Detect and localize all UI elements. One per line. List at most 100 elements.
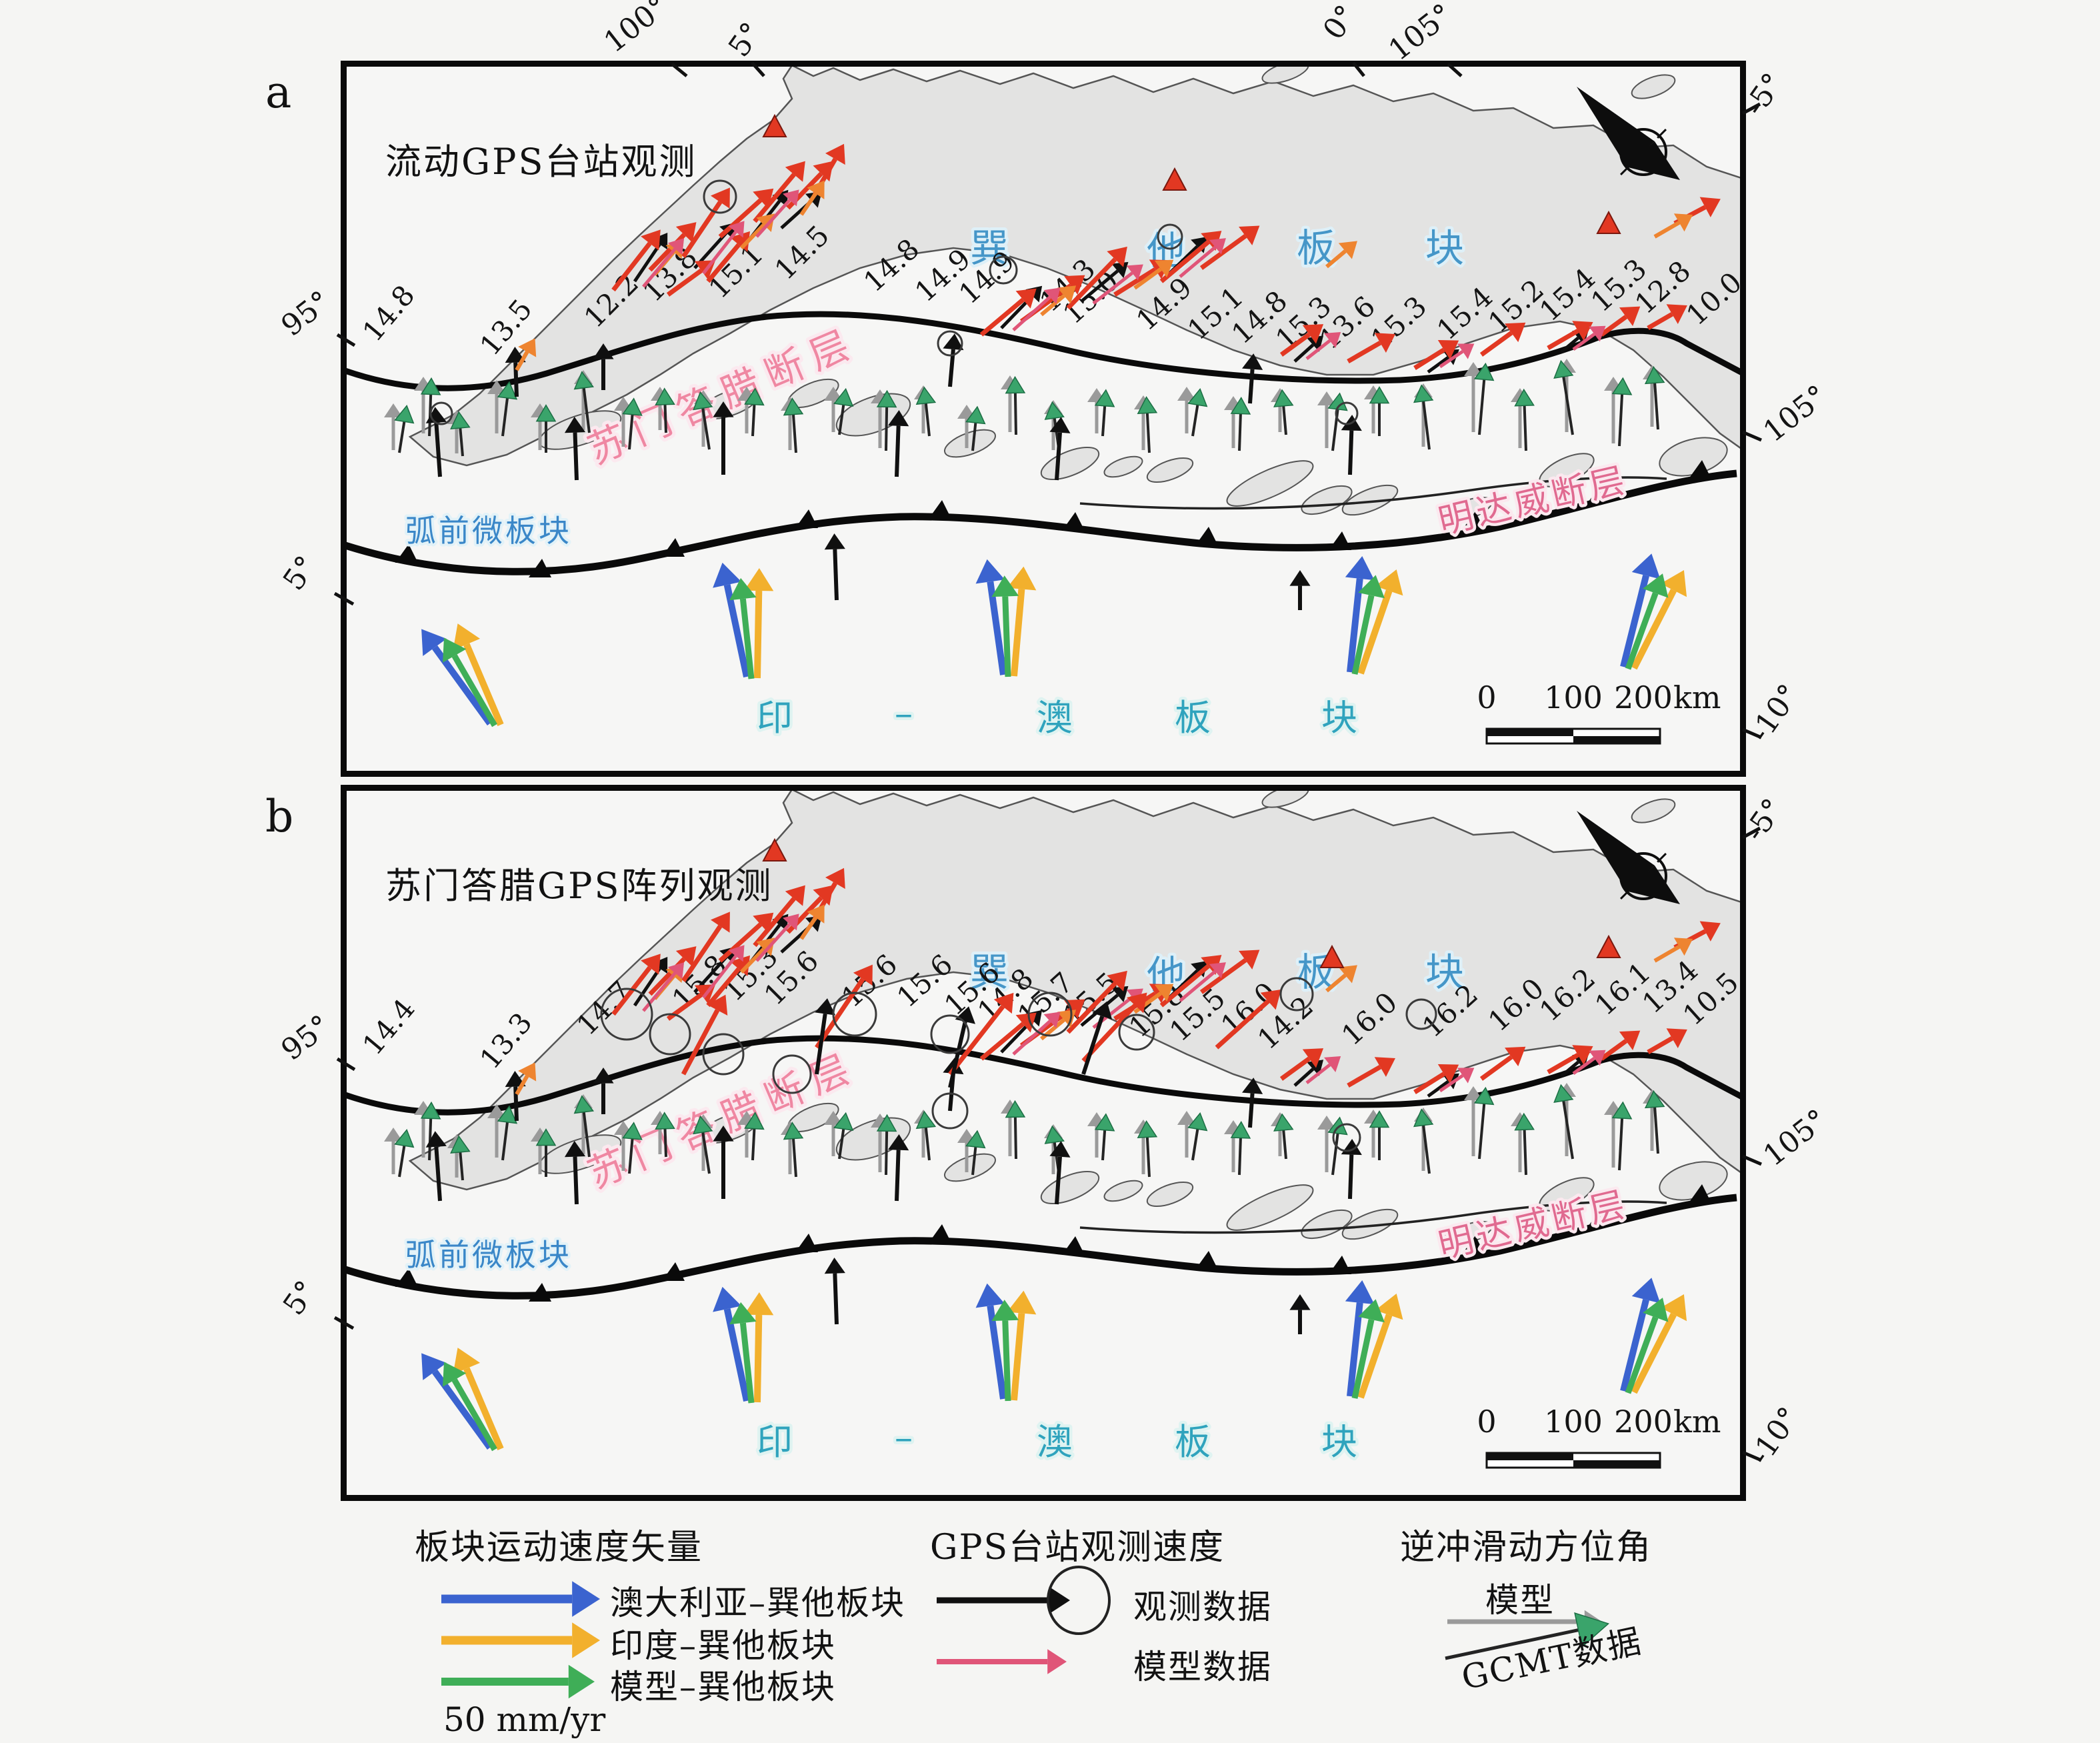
arrow-head <box>1049 1586 1070 1614</box>
arrow-head <box>384 1128 403 1142</box>
gcmt-arrow-shaft <box>1238 413 1242 451</box>
trench-tooth <box>395 1268 418 1287</box>
arrow-shaft <box>1055 1156 1062 1205</box>
arrow-head <box>1464 1086 1483 1100</box>
arrow-head <box>1464 362 1483 376</box>
arrow-head <box>991 1300 1019 1322</box>
volcano-icon <box>1596 210 1621 234</box>
gcmt-arrow-head <box>693 391 713 411</box>
axis-label: 5° <box>722 17 769 63</box>
arrow-head <box>421 1353 447 1380</box>
gcmt-arrow-head <box>1273 389 1294 407</box>
arrow-head <box>425 407 447 423</box>
arrow-shaft <box>718 198 763 239</box>
gcmt-arrow-shaft <box>701 407 711 450</box>
gcmt-arrow-head <box>876 389 897 408</box>
gcmt-arrow-shaft <box>1653 1107 1659 1154</box>
axis-label: 95° <box>275 1008 337 1067</box>
arrow-shaft <box>1647 312 1673 331</box>
arrow-head <box>1505 322 1526 343</box>
arrow-shaft <box>1279 332 1311 357</box>
gcmt-arrow-head <box>1094 1113 1115 1132</box>
axis-tick <box>751 61 765 77</box>
axis-tick <box>1352 61 1365 77</box>
forearc-island <box>1301 1209 1353 1240</box>
error-ellipse <box>702 1033 745 1076</box>
arrow-head <box>651 233 668 250</box>
gcmt-arrow-head <box>1005 375 1026 394</box>
gcmt-arrow-head <box>1005 1100 1026 1118</box>
arrow-head <box>807 180 825 199</box>
arrow-head <box>593 343 614 359</box>
gcmt-arrow-shaft <box>663 1128 667 1158</box>
arrow-shaft <box>739 1322 755 1404</box>
trench-tooth <box>529 1283 551 1302</box>
trench-tooth <box>1689 1184 1711 1203</box>
arrow-shaft <box>739 598 755 679</box>
arrow-head <box>1043 287 1061 304</box>
arrow-head <box>993 992 1014 1014</box>
gcmt-arrow-shaft <box>1422 401 1431 450</box>
gcmt-arrow-shaft <box>428 1118 433 1161</box>
arrow-head <box>1209 962 1226 979</box>
gcmt-arrow-shaft <box>628 1138 634 1174</box>
arrow-shaft <box>451 654 497 727</box>
forearc-island <box>1631 74 1676 99</box>
arrow-head <box>564 1141 586 1158</box>
arrow-shaft <box>463 643 504 726</box>
trench-tooth <box>662 538 685 557</box>
gcmt-arrow-head <box>1230 397 1251 415</box>
forearc-microplate-label: 弧前微板块 <box>405 513 572 549</box>
arrow-head <box>1154 984 1174 1002</box>
arrow-head <box>1375 1293 1403 1320</box>
arrow-shaft <box>611 966 652 1016</box>
trench-tooth <box>1329 531 1351 550</box>
arrow-shaft <box>573 1156 579 1205</box>
arrow-head <box>1589 1050 1606 1066</box>
arrow-head <box>518 1062 537 1082</box>
axis-tick <box>1447 63 1463 77</box>
arrow-shaft <box>1572 1057 1596 1076</box>
scalebar-unit: km <box>1673 1404 1721 1440</box>
arrow-shaft <box>1215 999 1270 1050</box>
arrow-head <box>1107 246 1127 267</box>
gcmt-arrow-shaft <box>1101 1130 1107 1161</box>
arrow-shaft <box>1547 329 1579 351</box>
scalebar-200: 200 <box>1614 1404 1673 1440</box>
arrow-head <box>421 629 447 656</box>
arrow-shaft <box>1325 974 1347 993</box>
arrow-head <box>641 229 661 251</box>
arrow-shaft <box>1133 267 1162 290</box>
arrow-head <box>728 221 745 238</box>
arrow-head <box>667 238 685 255</box>
arrow-shaft <box>987 1305 1007 1400</box>
arrow-head <box>505 347 526 363</box>
arrow-shaft <box>1560 336 1579 353</box>
legend-error-ellipse <box>1047 1566 1111 1635</box>
error-ellipse <box>1279 977 1314 1012</box>
error-ellipse <box>931 1092 969 1130</box>
arrow-shaft <box>815 1014 827 1075</box>
arrow-head <box>1437 339 1459 360</box>
gcmt-arrow-head <box>833 387 854 407</box>
arrow-head <box>785 885 805 906</box>
arrow-head <box>707 994 728 1016</box>
gcmt-arrow-head <box>1187 388 1208 407</box>
arrow-head <box>1015 1012 1037 1033</box>
arrow-head <box>1177 1111 1196 1125</box>
error-ellipse <box>1335 401 1359 425</box>
gcmt-arrow-head <box>1644 365 1665 385</box>
arrow-head <box>1345 1280 1375 1305</box>
arrow-shaft <box>754 1314 763 1403</box>
arrow-shaft <box>681 925 723 982</box>
gcmt-arrow-shaft <box>751 1128 756 1161</box>
arrow-head <box>1177 387 1196 401</box>
gcmt-arrow-shaft <box>885 1131 889 1176</box>
trench-tooth <box>795 1234 818 1252</box>
arrow-head <box>1457 343 1475 359</box>
error-ellipse <box>703 179 737 214</box>
arrow-head <box>729 577 757 601</box>
arrow-shaft <box>987 581 1007 675</box>
arrow-head <box>813 161 834 182</box>
gcmt-arrow-shaft <box>398 1145 406 1178</box>
